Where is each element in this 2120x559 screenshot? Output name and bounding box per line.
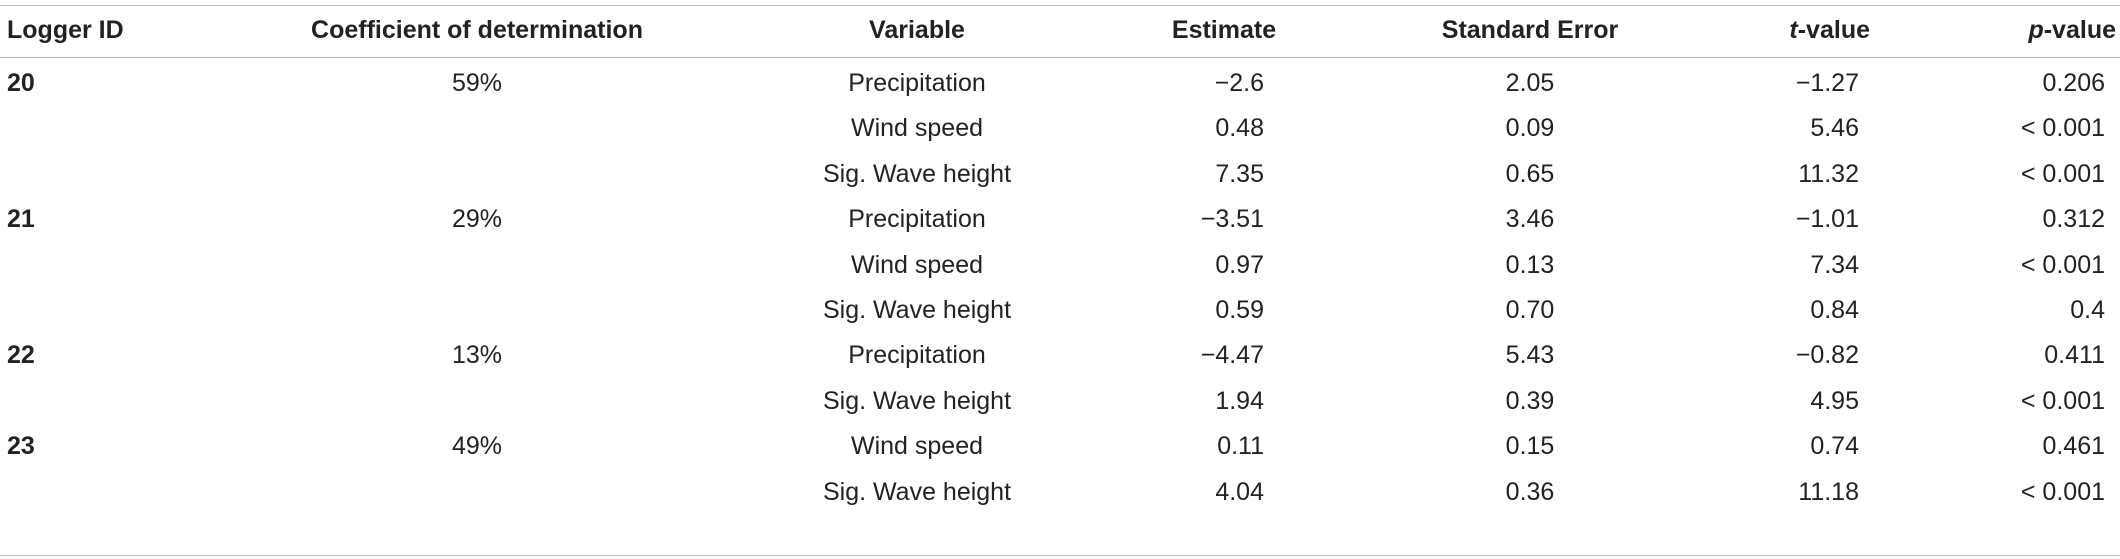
table-cell: −2.6 — [1214, 69, 1264, 97]
table-cell: 0.48 — [1215, 114, 1264, 143]
table-cell: Sig. Wave height — [822, 296, 1012, 324]
column-header: Estimate — [1171, 16, 1277, 44]
r2-value: 13% — [451, 341, 503, 370]
column-header: Coefficient of determination — [311, 16, 643, 44]
table-cell: Wind speed — [850, 432, 984, 461]
table-cell: 1.94 — [1215, 386, 1264, 415]
table-cell: 3.46 — [1505, 205, 1555, 234]
table-cell: 0.13 — [1505, 250, 1555, 279]
column-header: t-value — [1789, 15, 1870, 45]
table-cell: 0.4 — [2070, 296, 2105, 324]
table-cell: Wind speed — [850, 250, 984, 279]
table-cell: Precipitation — [848, 69, 986, 97]
logger-id: 22 — [7, 341, 35, 370]
table-cell: 0.59 — [1215, 296, 1264, 324]
table-cell: −1.01 — [1795, 205, 1859, 234]
table-cell: < 0.001 — [2020, 114, 2105, 143]
table-cell: 0.461 — [2042, 432, 2105, 461]
table-cell: 0.84 — [1810, 296, 1859, 324]
table-cell: < 0.001 — [2020, 250, 2105, 279]
table-cell: 0.11 — [1217, 432, 1264, 461]
table-cell: 0.70 — [1505, 296, 1555, 324]
table-cell: −3.51 — [1200, 205, 1264, 234]
table-cell: 7.34 — [1810, 250, 1859, 279]
r2-value: 59% — [451, 69, 503, 97]
header-italic: t — [1789, 16, 1798, 44]
table-cell: Sig. Wave height — [822, 159, 1012, 188]
r2-value: 29% — [451, 205, 503, 234]
table-cell: 11.18 — [1798, 477, 1859, 506]
table-cell: 0.74 — [1810, 432, 1859, 461]
table-cell: 2.05 — [1505, 69, 1555, 97]
table-cell: 0.15 — [1505, 432, 1555, 461]
table-cell: 0.312 — [2042, 205, 2105, 234]
table-cell: 0.411 — [2044, 341, 2105, 370]
column-header: p-value — [2028, 15, 2116, 45]
table-cell: Sig. Wave height — [822, 386, 1012, 415]
table-cell: 11.32 — [1798, 159, 1859, 188]
r2-value: 49% — [451, 432, 503, 461]
table-cell: 0.39 — [1505, 386, 1555, 415]
table-cell: Sig. Wave height — [822, 477, 1012, 506]
table-cell: < 0.001 — [2020, 159, 2105, 188]
logger-id: 23 — [7, 432, 35, 461]
table-cell: 0.97 — [1215, 250, 1264, 279]
table-cell: 5.43 — [1505, 341, 1555, 370]
column-header: Logger ID — [7, 16, 124, 44]
table-cell: Precipitation — [848, 205, 986, 234]
bottom-rule — [0, 555, 2120, 556]
column-header: Standard Error — [1441, 16, 1619, 44]
top-rule — [0, 5, 2120, 6]
table-cell: < 0.001 — [2020, 477, 2105, 506]
logger-id: 21 — [7, 205, 35, 234]
table-cell: 0.65 — [1505, 159, 1555, 188]
column-header: Variable — [869, 16, 965, 44]
table-cell: 0.09 — [1505, 114, 1555, 143]
table-cell: < 0.001 — [2020, 386, 2105, 415]
header-text: -value — [1797, 16, 1870, 44]
table-cell: 5.46 — [1810, 114, 1859, 143]
table-cell: 7.35 — [1215, 159, 1264, 188]
table-cell: 4.04 — [1215, 477, 1264, 506]
table-cell: 0.36 — [1505, 477, 1555, 506]
logger-id: 20 — [7, 69, 35, 97]
table-cell: −0.82 — [1795, 341, 1859, 370]
table-cell: Precipitation — [848, 341, 986, 370]
table-cell: 4.95 — [1810, 386, 1859, 415]
table-cell: −1.27 — [1795, 69, 1859, 97]
header-italic: p — [2028, 16, 2044, 44]
table-cell: 0.206 — [2042, 69, 2105, 97]
table-cell: Wind speed — [850, 114, 984, 143]
table-cell: −4.47 — [1200, 341, 1264, 370]
header-text: -value — [2043, 16, 2116, 44]
header-rule — [0, 57, 2120, 58]
